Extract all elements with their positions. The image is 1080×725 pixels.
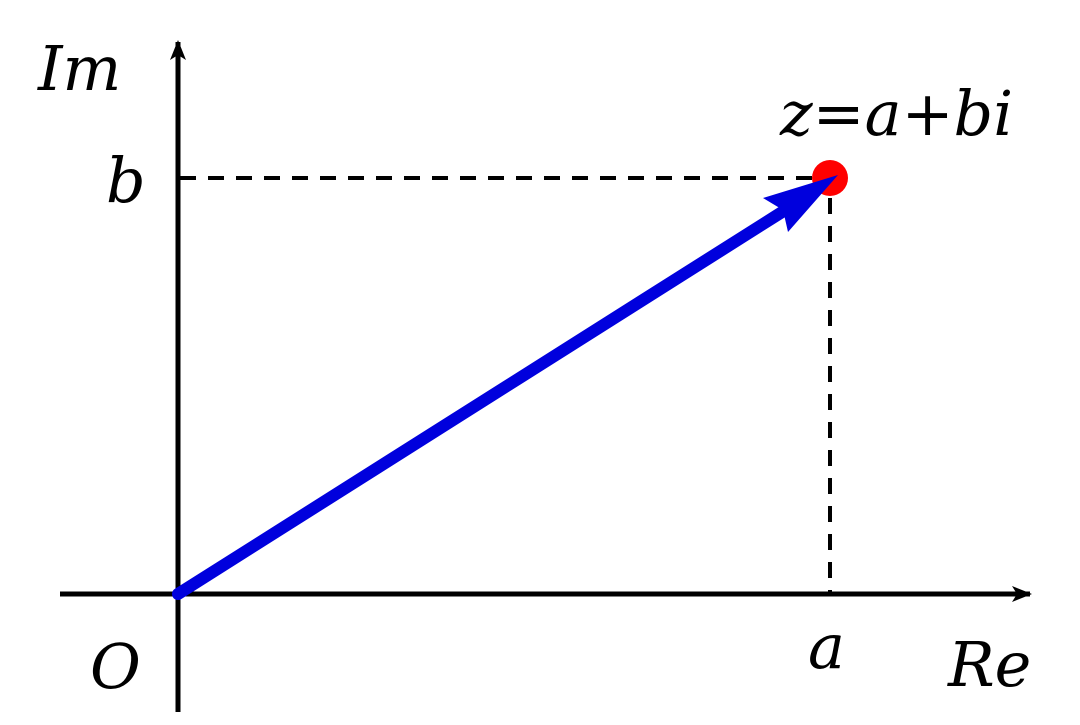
a-label: a (808, 610, 845, 683)
b-label: b (106, 144, 146, 217)
re-axis-label: Re (947, 628, 1031, 701)
origin-label: O (90, 630, 141, 703)
vector-arrowhead (763, 175, 838, 232)
im-axis-label: Im (37, 32, 121, 105)
point-label: z=a+bi (779, 77, 1013, 150)
vector-line (172, 201, 796, 600)
